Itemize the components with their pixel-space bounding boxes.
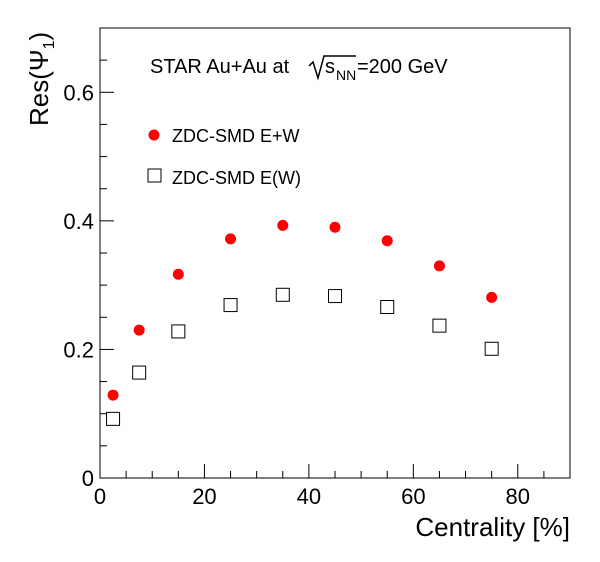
y-axis-title: Res(Ψ1) [24, 32, 58, 126]
x-tick-label: 20 [192, 484, 216, 509]
point-zdc-smd-ew [107, 389, 119, 401]
sqrt-sign [308, 55, 356, 81]
legend-marker-e-w [147, 168, 162, 183]
title-suffix: =200 GeV [357, 56, 448, 78]
point-zdc-smd-ew [381, 235, 393, 247]
point-zdc-smd-e-w [132, 365, 147, 380]
point-zdc-smd-e-w [223, 298, 238, 313]
chart-title: STAR Au+Au at [150, 56, 290, 78]
point-zdc-smd-ew [172, 268, 184, 280]
point-zdc-smd-ew [329, 221, 341, 233]
x-tick-label: 40 [297, 484, 321, 509]
x-tick-label: 60 [401, 484, 425, 509]
point-zdc-smd-e-w [380, 300, 395, 314]
svg-text:Res(Ψ1): Res(Ψ1) [24, 32, 58, 126]
y-tick-label: 0 [82, 466, 94, 491]
axis-ticks [99, 27, 571, 479]
point-zdc-smd-ew [277, 219, 289, 231]
y-tick-label: 0.4 [63, 209, 94, 234]
point-zdc-smd-e-w [484, 341, 499, 356]
title-prefix: STAR Au+Au at [150, 56, 290, 78]
point-zdc-smd-ew [225, 233, 237, 245]
title-s: s [325, 56, 335, 78]
title-subscript: NN [336, 67, 356, 83]
data-markers [106, 219, 499, 426]
y-title-psi: Ψ [24, 49, 54, 71]
x-tick-label: 80 [506, 484, 530, 509]
point-zdc-smd-e-w [171, 324, 186, 339]
point-zdc-smd-e-w [328, 289, 342, 304]
y-tick-label: 0.6 [63, 80, 94, 105]
legend-label-ew: ZDC-SMD E+W [172, 126, 300, 146]
legend-marker-ew [148, 129, 160, 141]
y-title-subscript: 1 [41, 40, 58, 49]
point-zdc-smd-e-w [432, 318, 447, 333]
point-zdc-smd-e-w [106, 411, 121, 426]
point-zdc-smd-e-w [275, 287, 290, 302]
x-axis-title: Centrality [%] [415, 512, 570, 542]
y-tick-label: 0.2 [63, 337, 94, 362]
x-tick-label: 0 [94, 484, 106, 509]
axis-tick-labels: 0 20 40 60 80 0 0.2 0.4 0.6 [63, 80, 530, 509]
y-title-suffix: ) [24, 32, 54, 41]
legend-label-e-w: ZDC-SMD E(W) [172, 168, 301, 188]
point-zdc-smd-ew [433, 260, 445, 272]
point-zdc-smd-ew [133, 324, 145, 336]
point-zdc-smd-ew [486, 291, 498, 303]
plot-frame [99, 27, 571, 479]
y-title-prefix: Res( [24, 71, 54, 126]
